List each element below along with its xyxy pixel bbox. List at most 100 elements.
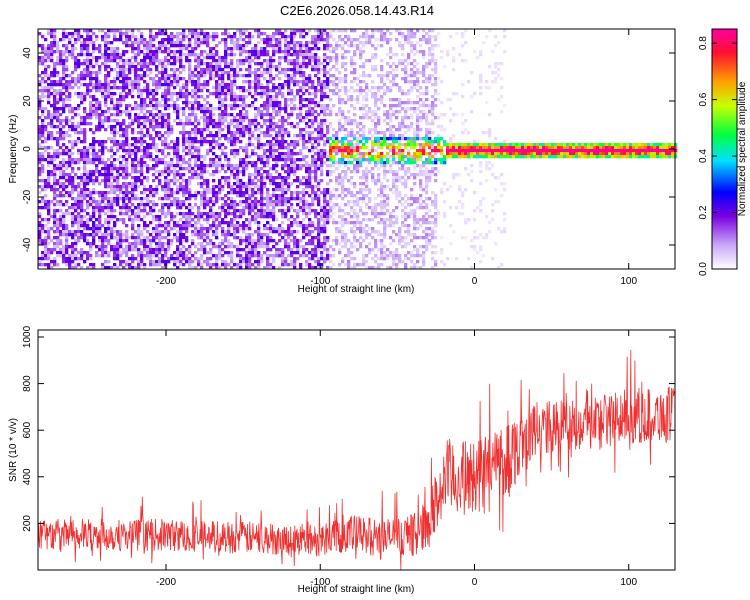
heatmap-cell bbox=[98, 212, 102, 216]
heatmap-cell bbox=[263, 224, 267, 228]
heatmap-cell bbox=[203, 251, 207, 255]
heatmap-cell bbox=[113, 266, 117, 270]
heatmap-cell bbox=[143, 119, 147, 123]
heatmap-cell bbox=[290, 41, 294, 45]
heatmap-cell bbox=[71, 122, 75, 126]
heatmap-cell bbox=[311, 68, 315, 72]
heatmap-cell bbox=[284, 191, 288, 195]
heatmap-cell bbox=[188, 158, 192, 162]
heatmap-cell bbox=[140, 257, 144, 261]
heatmap-cell bbox=[188, 29, 192, 33]
heatmap-cell bbox=[101, 83, 105, 87]
heatmap-cell bbox=[167, 230, 171, 234]
heatmap-cell bbox=[83, 167, 87, 171]
heatmap-cell bbox=[188, 218, 192, 222]
heatmap-cell bbox=[98, 125, 102, 129]
heatmap-cell bbox=[299, 254, 303, 258]
heatmap-cell bbox=[80, 41, 84, 45]
heatmap-cell bbox=[284, 161, 288, 165]
heatmap-cell bbox=[110, 236, 114, 240]
heatmap-cell bbox=[71, 77, 75, 81]
heatmap-cell bbox=[122, 89, 126, 93]
heatmap-cell bbox=[164, 56, 168, 60]
heatmap-cell bbox=[128, 146, 132, 150]
heatmap-cell bbox=[326, 164, 330, 168]
heatmap-cell bbox=[338, 215, 342, 219]
heatmap-cell bbox=[191, 146, 195, 150]
heatmap-cell bbox=[299, 221, 303, 225]
heatmap-cell bbox=[206, 56, 210, 60]
heatmap-cell bbox=[263, 251, 267, 255]
heatmap-cell bbox=[200, 230, 204, 234]
heatmap-cell bbox=[197, 38, 201, 42]
heatmap-cell bbox=[200, 203, 204, 207]
heatmap-cell bbox=[146, 56, 150, 60]
heatmap-cell bbox=[140, 182, 144, 186]
heatmap-cell bbox=[137, 113, 141, 117]
heatmap-cell bbox=[128, 215, 132, 219]
heatmap-cell bbox=[317, 212, 321, 216]
heatmap-cell bbox=[140, 95, 144, 99]
heatmap-cell bbox=[167, 86, 171, 90]
heatmap-cell bbox=[326, 80, 330, 84]
heatmap-cell bbox=[242, 86, 246, 90]
heatmap-cell bbox=[137, 254, 141, 258]
heatmap-cell bbox=[212, 218, 216, 222]
heatmap-cell bbox=[236, 245, 240, 249]
heatmap-cell bbox=[188, 107, 192, 111]
heatmap-cell bbox=[239, 116, 243, 120]
heatmap-cell bbox=[239, 53, 243, 57]
heatmap-cell bbox=[320, 158, 324, 162]
heatmap-cell bbox=[302, 200, 306, 204]
heatmap-cell bbox=[116, 104, 120, 108]
heatmap-cell bbox=[131, 32, 135, 36]
heatmap-cell bbox=[305, 164, 309, 168]
heatmap-cell bbox=[221, 221, 225, 225]
heatmap-cell bbox=[224, 233, 228, 237]
heatmap-cells bbox=[38, 29, 678, 270]
heatmap-cell bbox=[326, 191, 330, 195]
heatmap-cell bbox=[338, 38, 342, 42]
heatmap-cell bbox=[266, 248, 270, 252]
heatmap-cell bbox=[218, 185, 222, 189]
heatmap-cell bbox=[89, 242, 93, 246]
heatmap-cell bbox=[245, 161, 249, 165]
heatmap-cell bbox=[197, 86, 201, 90]
heatmap-cell bbox=[326, 77, 330, 81]
heatmap-cell bbox=[338, 140, 342, 144]
heatmap-cell bbox=[260, 203, 264, 207]
heatmap-cell bbox=[53, 167, 57, 171]
heatmap-cell bbox=[188, 251, 192, 255]
heatmap-cell bbox=[266, 59, 270, 63]
heatmap-cell bbox=[278, 251, 282, 255]
heatmap-cell bbox=[203, 41, 207, 45]
heatmap-cell bbox=[119, 206, 123, 210]
heatmap-cell bbox=[44, 65, 48, 69]
heatmap-cell bbox=[209, 104, 213, 108]
heatmap-cell bbox=[212, 137, 216, 141]
heatmap-cell bbox=[74, 230, 78, 234]
heatmap-cell bbox=[125, 113, 129, 117]
heatmap-cell bbox=[197, 212, 201, 216]
heatmap-cell bbox=[254, 239, 258, 243]
heatmap-cell bbox=[269, 89, 273, 93]
heatmap-cell bbox=[317, 89, 321, 93]
heatmap-cell bbox=[281, 68, 285, 72]
heatmap-cell bbox=[137, 92, 141, 96]
heatmap-cell bbox=[95, 80, 99, 84]
heatmap-cell bbox=[137, 230, 141, 234]
heatmap-cell bbox=[284, 107, 288, 111]
heatmap-cell bbox=[158, 104, 162, 108]
heatmap-cell bbox=[284, 140, 288, 144]
heatmap-cell bbox=[167, 47, 171, 51]
heatmap-cell bbox=[272, 209, 276, 213]
heatmap-cell bbox=[320, 206, 324, 210]
heatmap-cell bbox=[227, 176, 231, 180]
heatmap-cell bbox=[77, 113, 81, 117]
heatmap-cell bbox=[293, 134, 297, 138]
heatmap-cell bbox=[146, 236, 150, 240]
heatmap-cell bbox=[290, 182, 294, 186]
heatmap-cell bbox=[62, 119, 66, 123]
heatmap-cell bbox=[128, 266, 132, 270]
heatmap-cell bbox=[200, 110, 204, 114]
